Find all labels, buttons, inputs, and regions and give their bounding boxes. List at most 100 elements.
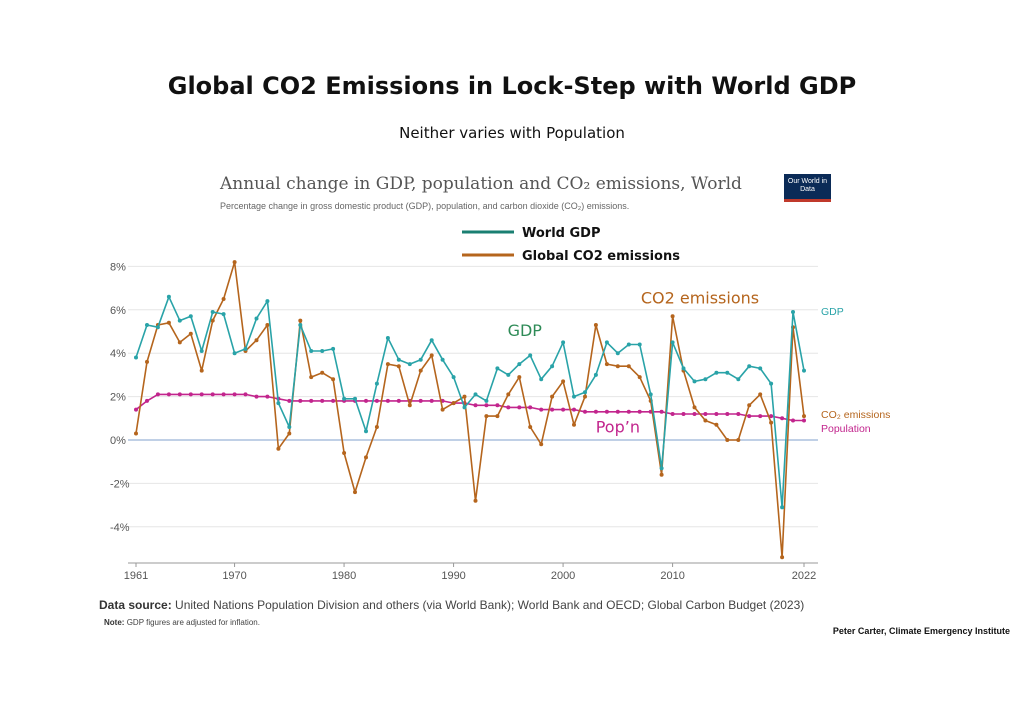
data-point xyxy=(396,364,401,369)
x-tick-label: 1970 xyxy=(222,570,246,582)
data-point xyxy=(572,422,576,427)
series-line xyxy=(135,393,804,422)
data-point xyxy=(232,260,237,265)
data-point xyxy=(659,409,664,414)
data-point xyxy=(396,357,401,362)
data-point xyxy=(506,405,511,410)
data-point xyxy=(287,398,292,403)
data-point xyxy=(615,409,620,414)
grid xyxy=(128,265,818,528)
y-tick-label: -4% xyxy=(110,522,130,534)
data-point xyxy=(309,375,314,380)
data-point xyxy=(637,342,642,347)
data-point xyxy=(703,412,708,416)
data-point xyxy=(495,366,500,371)
data-point xyxy=(418,368,423,373)
data-point xyxy=(199,349,204,353)
series-end-label: GDP xyxy=(821,306,844,318)
data-point xyxy=(287,425,292,429)
data-point xyxy=(199,368,204,373)
data-point xyxy=(484,414,489,419)
data-point xyxy=(309,398,314,403)
slide-subtitle: Neither varies with Population xyxy=(399,124,625,142)
chart-subtitle: Percentage change in gross domestic prod… xyxy=(220,201,630,211)
x-tick-label: 1990 xyxy=(441,570,465,582)
data-point xyxy=(681,412,686,416)
data-point xyxy=(188,392,193,397)
data-point xyxy=(221,392,226,397)
data-point xyxy=(374,398,379,403)
data-point xyxy=(473,392,478,397)
data-point xyxy=(451,375,456,380)
data-point xyxy=(725,438,730,442)
data-point xyxy=(528,425,533,429)
data-point xyxy=(265,299,270,304)
data-point xyxy=(528,405,533,410)
data-point xyxy=(145,398,149,403)
y-tick-label: 8% xyxy=(110,261,126,273)
data-point xyxy=(407,362,412,367)
owid-logo[interactable]: Our World in Data xyxy=(784,174,831,202)
data-point xyxy=(659,466,664,471)
data-point xyxy=(791,418,795,423)
data-point xyxy=(604,362,609,367)
data-point xyxy=(572,394,576,399)
data-point xyxy=(802,414,806,419)
data-point xyxy=(429,398,434,403)
x-axis: 1961 1970 1980 1990 2000 2010 2022 xyxy=(124,562,818,582)
data-point xyxy=(254,394,259,399)
data-point xyxy=(539,377,544,382)
data-point xyxy=(166,294,171,299)
data-point xyxy=(309,349,314,353)
data-point xyxy=(298,318,303,323)
data-point xyxy=(364,398,368,403)
data-point xyxy=(802,418,806,423)
data-point xyxy=(166,320,171,325)
data-point xyxy=(385,336,390,340)
data-point xyxy=(802,368,806,373)
data-point xyxy=(385,362,390,367)
data-point xyxy=(528,353,533,358)
data-point xyxy=(155,392,160,397)
data-point xyxy=(210,310,215,314)
data-point xyxy=(583,409,587,414)
data-point xyxy=(604,340,609,345)
data-point xyxy=(287,431,292,436)
x-tick-label: 1961 xyxy=(124,570,148,582)
data-point xyxy=(374,425,379,429)
data-point xyxy=(736,438,741,442)
data-point xyxy=(495,414,500,419)
data-point xyxy=(429,338,434,343)
data-point xyxy=(561,407,566,412)
data-point xyxy=(604,409,609,414)
legend-label: Global CO2 emissions xyxy=(522,249,680,264)
data-point xyxy=(736,412,741,416)
x-tick-label: 2010 xyxy=(660,570,684,582)
data-point xyxy=(637,375,642,380)
data-point xyxy=(418,357,423,362)
data-point xyxy=(517,405,522,410)
series-layer: GDP CO₂ emissions Population xyxy=(134,260,890,560)
data-point xyxy=(331,398,336,403)
data-point xyxy=(298,398,303,403)
data-point xyxy=(703,377,708,382)
data-point xyxy=(539,407,544,412)
y-tick-label: 4% xyxy=(110,348,126,360)
data-point xyxy=(364,455,368,460)
data-point xyxy=(177,318,182,323)
data-point xyxy=(769,381,774,386)
data-point xyxy=(758,414,763,419)
data-point xyxy=(670,314,675,319)
data-point xyxy=(659,472,664,477)
data-point xyxy=(462,394,467,399)
data-point xyxy=(506,372,511,377)
data-point xyxy=(188,331,193,336)
legend-label: World GDP xyxy=(522,226,601,241)
data-point xyxy=(232,351,237,356)
data-point xyxy=(254,316,259,321)
data-point xyxy=(342,396,347,401)
chart-title: Annual change in GDP, population and CO₂… xyxy=(220,174,742,194)
data-point xyxy=(703,418,708,423)
data-point xyxy=(210,318,215,323)
data-point xyxy=(714,370,719,375)
